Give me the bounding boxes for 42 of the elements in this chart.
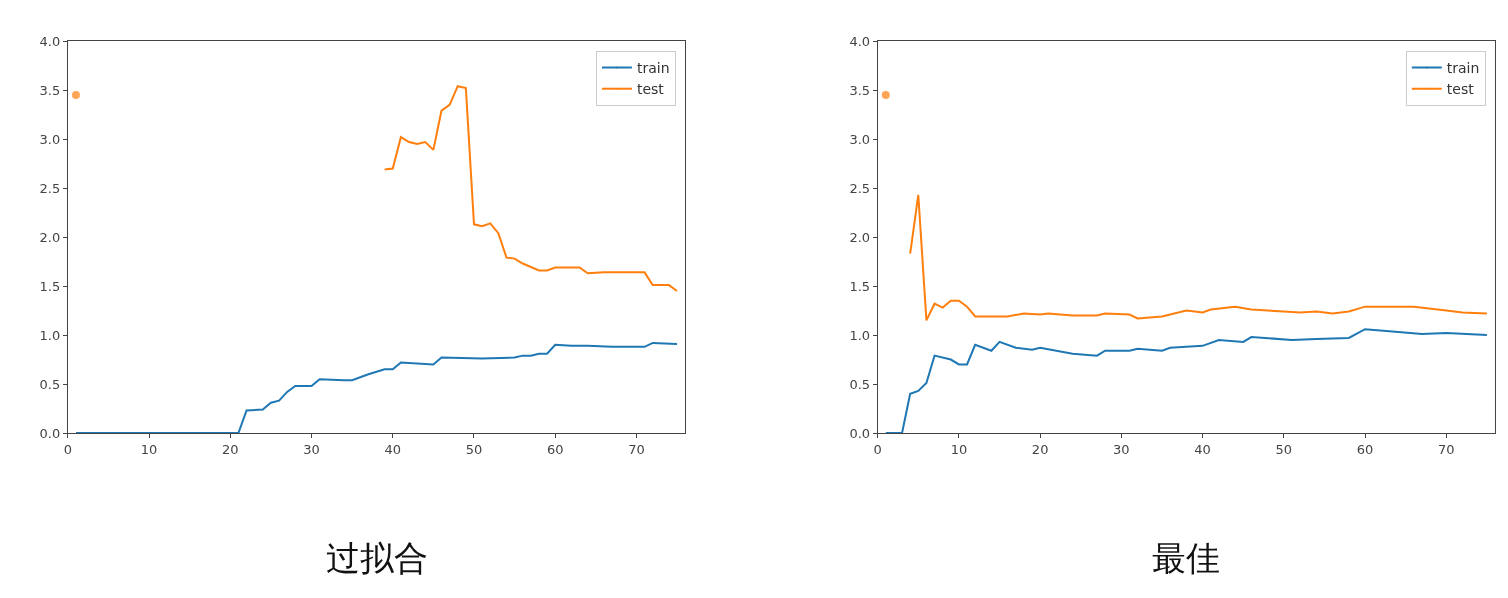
y-tick-label: 3.0 [849, 131, 871, 147]
x-tick-label: 50 [465, 441, 483, 457]
y-tick-label: 1.0 [39, 327, 61, 343]
legend-label: train [636, 59, 670, 76]
text: 最佳 [1152, 538, 1220, 578]
x-tick-label: 50 [1275, 441, 1293, 457]
y-tick-label: 4.0 [849, 33, 871, 49]
y-tick-label: 3.5 [849, 82, 871, 98]
y-tick-label: 0.0 [39, 425, 61, 441]
x-tick-label: 30 [303, 441, 320, 457]
y-tick-label: 1.0 [849, 327, 871, 343]
x-tick-label: 60 [1356, 441, 1374, 457]
y-tick-label: 0.5 [39, 376, 61, 392]
y-tick-label: 0.0 [849, 425, 871, 441]
x-tick-label: 60 [546, 441, 564, 457]
x-tick-label: 30 [1113, 441, 1130, 457]
y-tick-label: 2.5 [849, 180, 871, 196]
legend-label: train [1446, 59, 1480, 76]
x-tick-label: 10 [950, 441, 968, 457]
y-tick-label: 1.5 [39, 278, 61, 294]
line-series [884, 328, 1488, 434]
y-tick-label: 1.5 [849, 278, 871, 294]
x-tick-label: 70 [628, 441, 645, 457]
x-tick-label: 0 [63, 441, 72, 457]
text: 过拟合 [326, 538, 428, 578]
line-series [74, 341, 679, 434]
y-tick-label: 2.0 [39, 229, 61, 245]
legend-label: test [1446, 81, 1475, 98]
y-tick-label: 3.5 [39, 82, 61, 98]
x-tick-label: 0 [873, 441, 882, 457]
x-tick-label: 40 [384, 441, 402, 457]
x-tick-label: 40 [1194, 441, 1211, 457]
y-tick-label: 0.5 [849, 376, 871, 392]
y-tick-label: 2.0 [849, 229, 871, 245]
y-tick-label: 4.0 [39, 33, 61, 49]
legend-label: test [636, 81, 665, 98]
x-tick-label: 20 [222, 441, 239, 457]
y-tick-label: 2.5 [39, 180, 61, 196]
y-tick-label: 3.0 [39, 131, 61, 147]
x-tick-label: 20 [1031, 441, 1049, 457]
x-tick-label: 70 [1438, 441, 1455, 457]
x-tick-label: 10 [140, 441, 158, 457]
